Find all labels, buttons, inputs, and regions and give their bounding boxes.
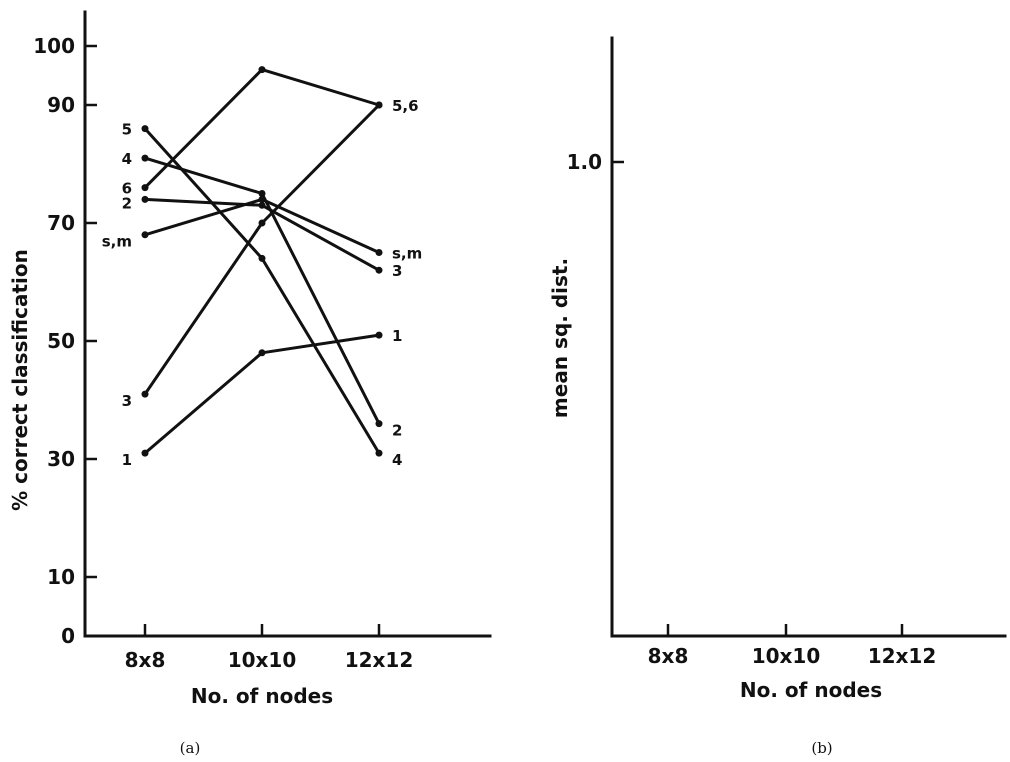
panel-a-x-tick-label: 10x10	[228, 648, 297, 672]
panel-a-series-label: 6	[122, 180, 132, 198]
panel-a-y-tick-label: 10	[47, 565, 75, 589]
panel-a-y-tick-label: 50	[47, 329, 75, 353]
panel-a-data-point	[375, 331, 383, 339]
panel-a-data-point	[375, 420, 383, 428]
panel-a-data-point	[258, 349, 266, 357]
panel-a-y-tick-label: 90	[47, 93, 75, 117]
panel-b-x-tick-label: 12x12	[868, 644, 937, 668]
panel-a-series-label: s,m	[392, 245, 422, 263]
panel-b-caption: (b)	[811, 739, 832, 757]
panel-a-series-label: 2	[122, 194, 132, 212]
panel-a-y-axis-title: % correct classification	[8, 249, 32, 511]
panel-a-y-tick-label: 70	[47, 211, 75, 235]
panel-a-series-label: s,m	[102, 233, 132, 251]
panel-a-data-point	[141, 231, 149, 239]
panel-a-series-label: 5,6	[392, 97, 419, 115]
panel-a-data-point	[375, 449, 383, 457]
panel-a-y-tick-label: 100	[33, 34, 75, 58]
panel-a-data-point	[141, 195, 149, 203]
panel-a-data-point	[141, 125, 149, 133]
panel-b-x-axis-title: No. of nodes	[740, 678, 882, 702]
panel-b-y-axis-title: mean sq. dist.	[548, 258, 572, 418]
panel-a-x-axis-title: No. of nodes	[191, 684, 333, 708]
panel-a-data-point	[258, 219, 266, 227]
panel-a-x-tick-label: 12x12	[345, 648, 414, 672]
panel-a-caption: (a)	[180, 739, 201, 757]
panel-a-data-point	[375, 101, 383, 109]
panel-a-data-point	[258, 254, 266, 262]
panel-b-x-tick-label: 8x8	[648, 644, 689, 668]
panel-a-series-label: 5	[122, 121, 132, 139]
panel-a-data-point	[141, 184, 149, 192]
panel-a-y-tick-label: 30	[47, 447, 75, 471]
panel-a-data-point	[258, 190, 266, 197]
panel-a-data-point	[141, 154, 149, 162]
panel-a-data-point	[141, 390, 149, 398]
panel-a-series-label: 1	[122, 451, 132, 469]
panel-a-data-point	[258, 195, 266, 203]
panel-a-data-point	[375, 249, 383, 256]
panel-a-series-label: 2	[392, 422, 402, 440]
panel-a-series-label: 1	[392, 327, 402, 345]
panel-a-x-tick-label: 8x8	[125, 648, 166, 672]
panel-a-data-point	[258, 201, 266, 209]
panel-b-x-tick-label: 10x10	[752, 644, 821, 668]
panel-a-series-label: 3	[122, 392, 132, 410]
panel-b-y-tick-label: 1.0	[567, 150, 602, 174]
panel-a-series-label: 4	[122, 150, 132, 168]
panel-a-series-label: 3	[392, 262, 402, 280]
panel-a-series-label: 4	[392, 451, 402, 469]
panel-a-y-tick-label: 0	[61, 624, 75, 648]
panel-a-data-point	[375, 266, 383, 274]
panel-a-data-point	[141, 449, 149, 457]
panel-a-data-point	[258, 66, 266, 74]
panel-a-series-line-0	[143, 127, 381, 455]
